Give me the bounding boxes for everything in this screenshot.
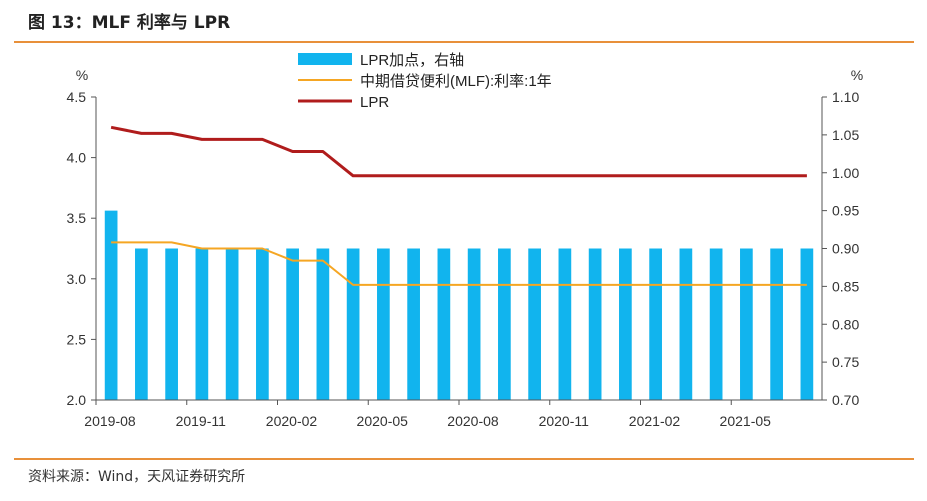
x-tick-label: 2020-05 <box>357 413 409 429</box>
left-tick-label: 4.0 <box>67 150 87 166</box>
x-tick-label: 2019-08 <box>84 413 136 429</box>
bar-lpr-spread <box>770 248 783 400</box>
bar-lpr-spread <box>165 248 178 400</box>
left-tick-label: 2.5 <box>67 331 87 347</box>
x-tick-label: 2021-05 <box>720 413 772 429</box>
right-tick-label: 0.75 <box>832 354 859 370</box>
right-tick-label: 0.85 <box>832 278 859 294</box>
bar-lpr-spread <box>528 248 541 400</box>
bar-lpr-spread <box>498 248 511 400</box>
right-tick-label: 0.80 <box>832 316 859 332</box>
bar-lpr-spread <box>256 248 269 400</box>
right-tick-label: 0.95 <box>832 203 859 219</box>
bar-lpr-spread <box>437 248 451 400</box>
right-tick-label: 1.00 <box>832 165 859 181</box>
right-tick-label: 1.10 <box>832 89 859 105</box>
bar-lpr-spread <box>679 248 693 400</box>
bar-lpr-spread <box>225 248 239 400</box>
left-tick-label: 2.0 <box>67 392 87 408</box>
bottom-divider <box>14 458 914 460</box>
bar-lpr-spread <box>135 248 148 400</box>
x-tick-label: 2020-08 <box>447 413 499 429</box>
bar-lpr-spread <box>286 248 299 400</box>
bar-lpr-spread <box>649 248 662 400</box>
legend-line-label: LPR <box>360 94 389 111</box>
x-tick-label: 2020-02 <box>266 413 318 429</box>
bar-lpr-spread <box>709 248 723 400</box>
bar-lpr-spread <box>195 248 209 400</box>
mlf-rate-line <box>111 241 807 286</box>
bar-lpr-spread <box>346 248 360 400</box>
x-tick-label: 2021-02 <box>629 413 681 429</box>
left-tick-label: 3.0 <box>67 271 87 287</box>
left-axis-unit: % <box>76 67 88 83</box>
bar-lpr-spread <box>407 248 420 400</box>
chart: 2.0 2.5 3.0 3.5 4.0 4.5 0.70 0.75 0.80 0.85 0.90 0.… <box>67 52 864 429</box>
bar-lpr-spread <box>588 248 602 400</box>
legend-bar-label: LPR加点，右轴 <box>360 52 464 69</box>
bar-lpr-spread <box>619 248 632 400</box>
legend-bar-swatch <box>298 53 352 65</box>
x-tick-label: 2019-11 <box>176 413 227 429</box>
bar-lpr-spread <box>558 248 572 400</box>
bar-lpr-spread <box>800 248 814 400</box>
bar-lpr-spread <box>467 248 481 400</box>
top-divider <box>14 41 914 43</box>
figure-title: 图 13：MLF 利率与 LPR <box>28 13 231 33</box>
bar-lpr-spread <box>377 248 390 400</box>
bar-lpr-spread <box>316 248 330 400</box>
source-note: 资料来源：Wind，天风证券研究所 <box>28 469 246 485</box>
lpr-line <box>110 125 807 178</box>
left-tick-label: 3.5 <box>67 210 87 226</box>
right-tick-label: 0.70 <box>832 392 859 408</box>
bar-lpr-spread <box>104 210 118 400</box>
x-tick-label: 2020-11 <box>539 413 590 429</box>
bar-lpr-spread <box>740 248 753 400</box>
right-tick-label: 0.90 <box>832 241 859 257</box>
left-tick-label: 4.5 <box>67 89 87 105</box>
legend-line-label: 中期借贷便利(MLF):利率:1年 <box>360 73 552 90</box>
right-tick-label: 1.05 <box>832 127 859 143</box>
right-axis-unit: % <box>851 67 863 83</box>
